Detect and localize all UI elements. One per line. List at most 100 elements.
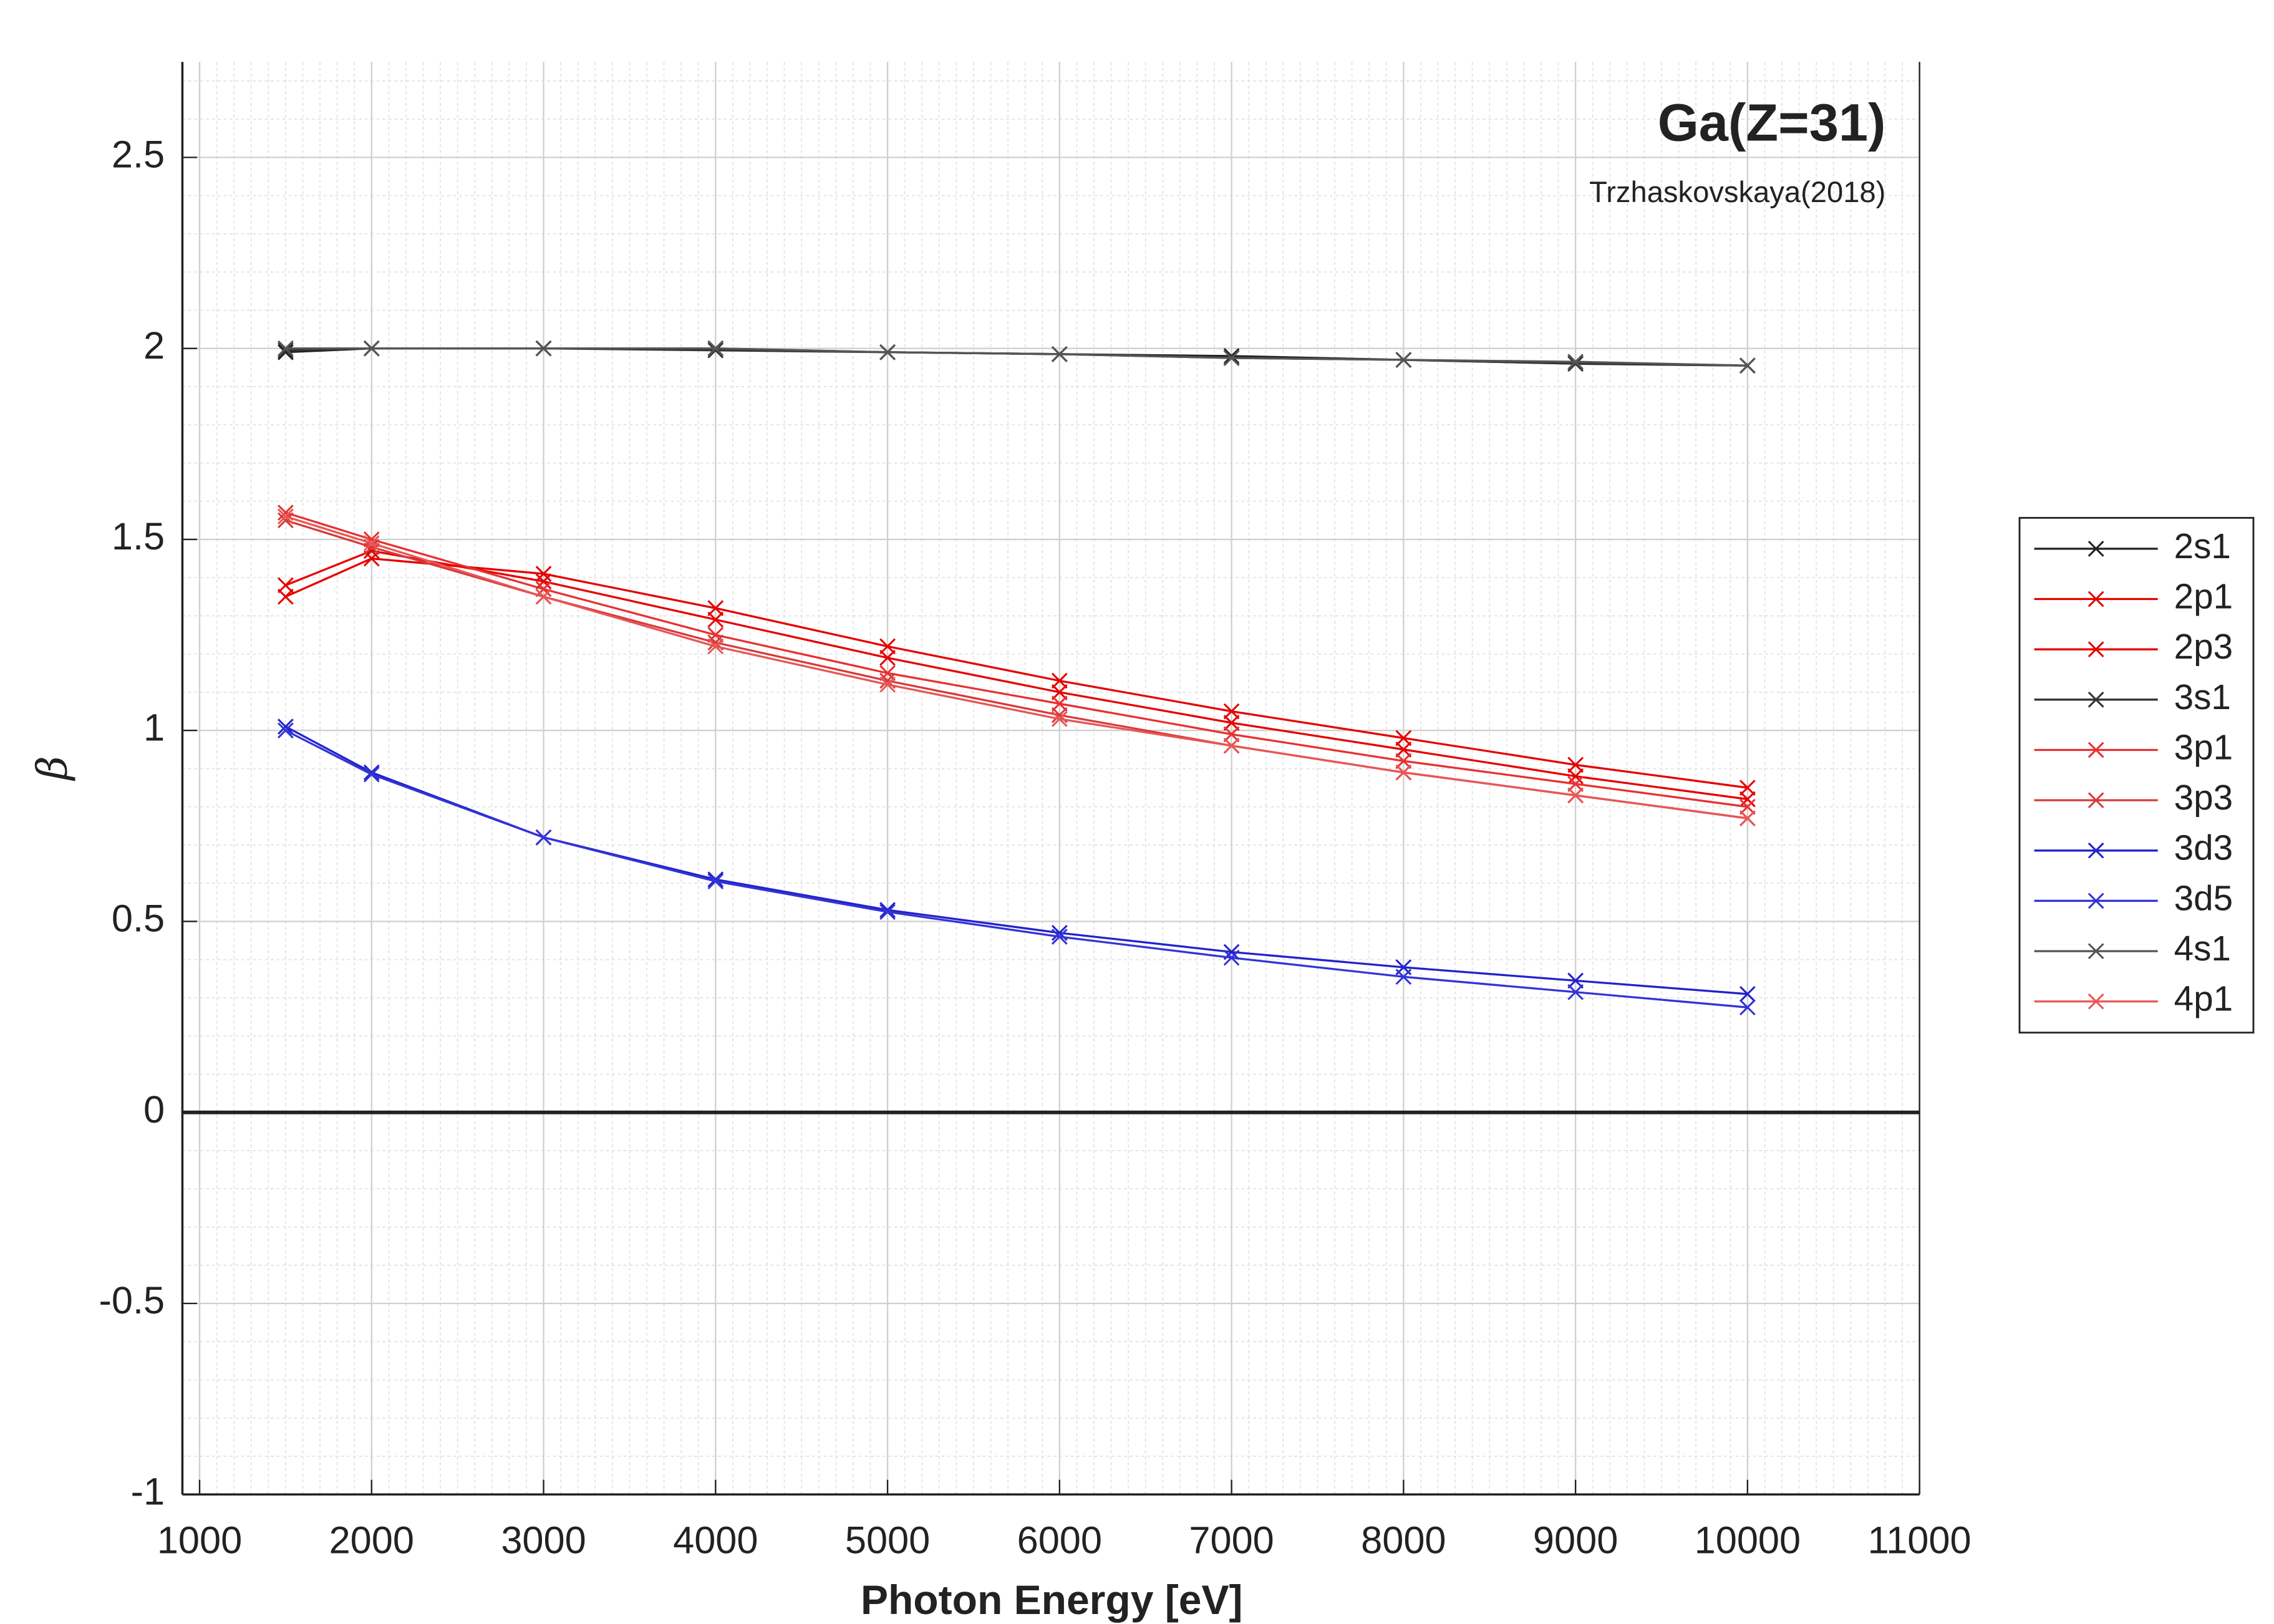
marker (707, 638, 724, 655)
marker (707, 611, 724, 628)
marker (879, 344, 896, 360)
legend-box (2018, 516, 2255, 1034)
marker (879, 638, 896, 655)
marker (1223, 949, 1240, 966)
legend-label: 4p1 (2174, 979, 2233, 1018)
marker (1739, 985, 1756, 1002)
marker (1567, 768, 1584, 785)
marker (278, 512, 294, 529)
marker (1567, 972, 1584, 989)
marker (707, 600, 724, 617)
y-tick-label: 2 (143, 324, 165, 367)
series-line (285, 519, 1748, 819)
marker (1395, 741, 1412, 758)
x-tick-label: 4000 (673, 1518, 758, 1561)
y-tick-label: 1.5 (112, 515, 165, 558)
x-tick-label: 9000 (1533, 1518, 1618, 1561)
marker (1223, 703, 1240, 720)
marker (1051, 695, 1068, 712)
legend-label: 3d5 (2174, 878, 2233, 917)
x-tick-label: 10000 (1695, 1518, 1801, 1561)
marker (707, 342, 724, 359)
marker (278, 722, 294, 739)
marker (1739, 780, 1756, 796)
legend-label: 2p1 (2174, 576, 2233, 616)
marker (363, 764, 380, 781)
y-axis-label: β (29, 756, 77, 781)
marker (1567, 354, 1584, 370)
marker (535, 581, 552, 597)
x-axis-label: Photon Energy [eV] (861, 1577, 1243, 1623)
marker (707, 871, 724, 887)
y-tick-label: 0.5 (112, 897, 165, 940)
series-line (285, 557, 1748, 789)
marker (1223, 348, 1240, 364)
marker (535, 588, 552, 605)
marker (879, 665, 896, 682)
marker (363, 535, 380, 551)
marker (1051, 929, 1068, 945)
marker (1223, 350, 1240, 366)
series-line (285, 347, 1748, 367)
series (278, 340, 1756, 374)
marker (1395, 764, 1412, 781)
marker (1395, 753, 1412, 770)
marker (1223, 726, 1240, 743)
marker (278, 718, 294, 735)
series (278, 550, 1756, 796)
marker (1567, 355, 1584, 372)
marker (1051, 346, 1068, 362)
marker (1739, 357, 1756, 374)
marker (2088, 993, 2104, 1010)
legend-label: 3d3 (2174, 828, 2233, 868)
y-tick-label: -1 (131, 1469, 165, 1512)
marker (2088, 892, 2104, 909)
legend-label: 3p1 (2174, 727, 2233, 766)
series-line (285, 347, 1748, 367)
series-line (285, 729, 1748, 1008)
plot-area (278, 340, 1756, 1016)
marker (278, 588, 294, 605)
marker (2088, 943, 2104, 959)
x-tick-label: 11000 (1868, 1518, 1972, 1561)
series-line (285, 515, 1748, 819)
marker (535, 573, 552, 590)
series-line (285, 511, 1748, 808)
x-tick-label: 1000 (157, 1518, 242, 1561)
marker (1567, 787, 1584, 804)
marker (707, 340, 724, 357)
marker (1739, 798, 1756, 815)
x-tick-label: 7000 (1189, 1518, 1274, 1561)
marker (2088, 641, 2104, 658)
marker (278, 340, 294, 357)
series (278, 340, 1756, 374)
x-tick-label: 8000 (1361, 1518, 1446, 1561)
series-line (285, 725, 1748, 995)
series (278, 508, 1756, 826)
marker (879, 902, 896, 918)
marker (363, 766, 380, 783)
marker (2088, 540, 2104, 557)
marker (2088, 792, 2104, 809)
legend-label: 2s1 (2174, 526, 2231, 566)
marker (1395, 969, 1412, 985)
legend-label: 3p3 (2174, 778, 2233, 817)
marker (363, 340, 380, 357)
marker (535, 829, 552, 846)
marker (1567, 984, 1584, 1000)
marker (278, 577, 294, 594)
y-tick-label: 0 (143, 1088, 165, 1131)
y-tick-label: -0.5 (99, 1278, 165, 1322)
marker (879, 676, 896, 693)
series (278, 718, 1756, 1002)
x-tick-label: 6000 (1017, 1518, 1102, 1561)
marker (707, 627, 724, 643)
marker (1739, 810, 1756, 826)
x-tick-label: 3000 (501, 1518, 586, 1561)
marker (535, 566, 552, 582)
series-line (285, 549, 1748, 801)
y-tick-label: 1 (143, 705, 165, 748)
series (278, 722, 1756, 1016)
marker (535, 340, 552, 357)
